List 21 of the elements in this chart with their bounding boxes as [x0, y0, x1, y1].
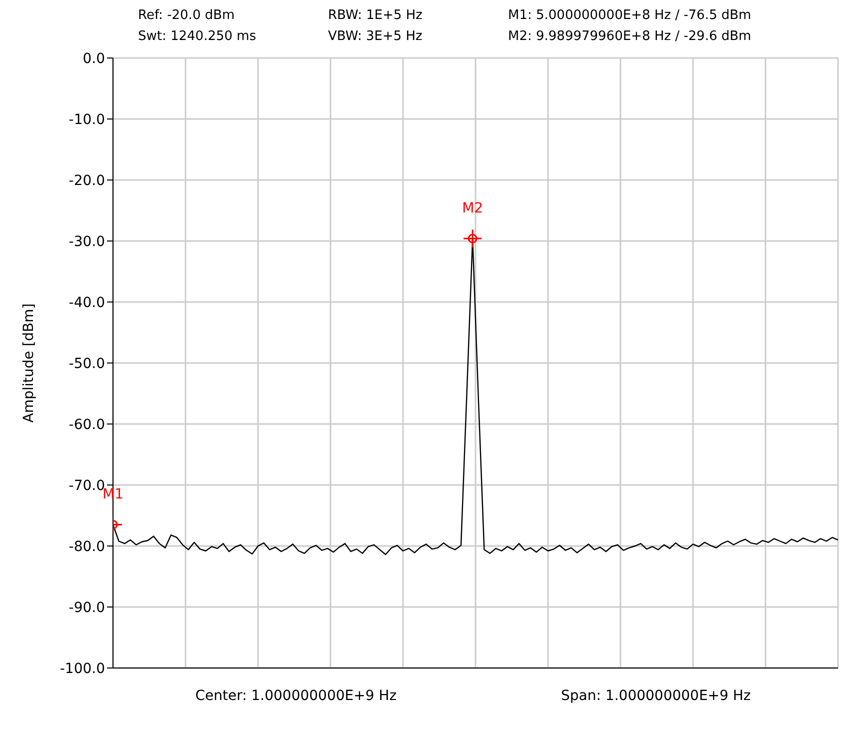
y-tick-label: -60.0 [68, 416, 105, 433]
text: Swt: 1240.250 ms [138, 29, 258, 46]
y-tick-label: -30.0 [68, 234, 105, 250]
text: Center: 1.000000000E+9 Hz [195, 688, 397, 704]
y-tick-label: -80.0 [68, 538, 105, 555]
y-tick-label: -90.0 [68, 600, 105, 616]
text: RBW: 1E+5 Hz [328, 8, 424, 25]
y-tick-label: -50.0 [68, 356, 105, 372]
y-tick-label: -70.0 [68, 478, 105, 494]
annotation: M2 [462, 200, 484, 217]
y-tick-label: -40.0 [68, 294, 105, 311]
text: VBW: 3E+5 Hz [328, 29, 424, 46]
y-tick-label: 0.0 [82, 50, 105, 67]
text: Ref: -20.0 dBm [138, 8, 236, 25]
text: M1: 5.000000000E+8 Hz / -76.5 dBm [508, 8, 752, 25]
y-tick-label: -10.0 [68, 112, 105, 128]
text: M2: 9.989979960E+8 Hz / -29.6 dBm [508, 29, 752, 46]
y-axis-title: Amplitude [dBm] [20, 303, 37, 423]
y-tick-label: -100.0 [60, 660, 105, 677]
y-tick-label: -20.0 [68, 172, 105, 189]
text: Span: 1.000000000E+9 Hz [561, 688, 751, 704]
